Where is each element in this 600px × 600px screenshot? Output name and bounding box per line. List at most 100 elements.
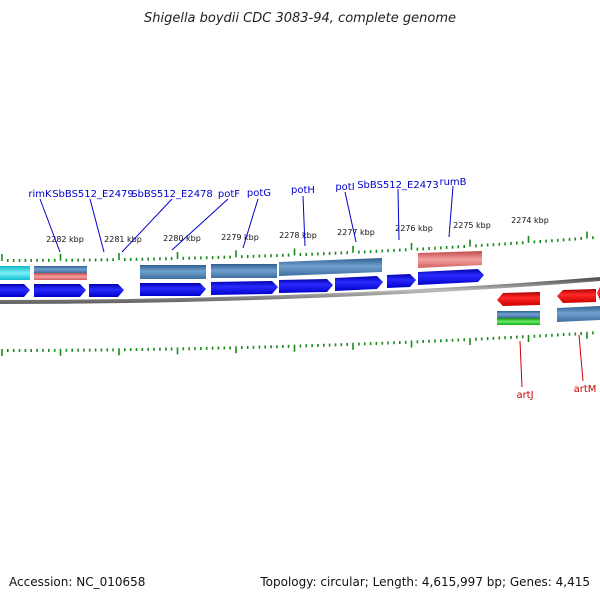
ruler-minor-tick xyxy=(141,257,144,261)
ruler-minor-tick xyxy=(100,258,103,262)
ruler-minor-tick xyxy=(457,245,460,249)
ruler-minor-tick xyxy=(480,243,483,247)
ruler-minor-tick xyxy=(71,348,73,352)
gene-label-potF: potF xyxy=(218,189,240,200)
ruler-minor-tick xyxy=(387,341,389,345)
ruler-major-tick xyxy=(410,340,413,348)
ruler-minor-tick xyxy=(568,237,571,241)
ruler-minor-tick xyxy=(287,253,290,257)
ruler-minor-tick xyxy=(282,345,284,348)
ruler-minor-tick xyxy=(106,258,109,262)
ruler-minor-tick xyxy=(229,346,231,350)
ruler-major-tick xyxy=(586,231,588,239)
ruler-minor-tick xyxy=(153,347,155,351)
ruler-minor-tick xyxy=(346,251,348,255)
gene-arrow-E2473 xyxy=(418,269,484,285)
gene-label-artM: artM xyxy=(574,384,597,395)
bottom-ruler xyxy=(1,331,594,356)
ruler-minor-tick xyxy=(48,348,50,352)
ruler-minor-tick xyxy=(159,257,161,261)
ruler-minor-tick xyxy=(7,349,9,352)
ruler-major-tick xyxy=(293,344,296,352)
ruler-minor-tick xyxy=(393,341,395,345)
ruler-minor-tick xyxy=(592,331,594,335)
gene-arrow-artM xyxy=(557,289,596,303)
artJ-green-band xyxy=(497,318,540,325)
gene-arrow-cyan xyxy=(0,284,30,297)
ruler-minor-tick xyxy=(12,349,15,352)
ruler-minor-tick xyxy=(112,258,114,262)
ruler-minor-tick xyxy=(83,258,85,262)
ruler-minor-tick xyxy=(53,348,56,352)
ruler-minor-tick xyxy=(510,335,512,339)
ruler-minor-tick xyxy=(369,250,372,254)
ruler-major-tick xyxy=(469,338,471,345)
ruler-minor-tick xyxy=(399,248,401,252)
ruler-minor-tick xyxy=(475,244,477,248)
ruler-minor-tick xyxy=(211,346,214,350)
ruler-minor-tick xyxy=(416,340,419,344)
gene-labels-bottom: artJ artM xyxy=(516,384,596,401)
artM-band xyxy=(557,306,600,322)
ruler-minor-tick xyxy=(124,348,126,352)
ruler-minor-tick xyxy=(264,254,266,258)
ruler-minor-tick xyxy=(276,345,278,349)
ruler-minor-tick xyxy=(445,339,448,342)
rimK-rna-band xyxy=(34,273,87,280)
ruler-minor-tick xyxy=(311,344,313,348)
tick-label-2276: 2276 kbp xyxy=(395,224,433,233)
ruler-major-tick xyxy=(118,348,120,356)
tick-label-2282: 2282 kbp xyxy=(46,235,84,244)
ruler-minor-tick xyxy=(129,348,132,352)
ruler-major-tick xyxy=(176,252,179,259)
ruler-major-tick xyxy=(352,245,354,253)
ruler-minor-tick xyxy=(7,259,9,262)
ruler-minor-tick xyxy=(539,240,541,243)
ruler-minor-tick xyxy=(404,340,407,344)
ruler-minor-tick xyxy=(112,348,114,352)
tick-label-2277: 2277 kbp xyxy=(337,228,375,237)
ruler-minor-tick xyxy=(369,342,372,346)
gene-arrow-edge xyxy=(597,287,600,300)
ruler-minor-tick xyxy=(211,256,214,260)
ruler-minor-tick xyxy=(200,256,202,260)
ruler-minor-tick xyxy=(18,349,21,352)
tick-label-2274: 2274 kbp xyxy=(511,216,549,225)
gene-label-potG: potG xyxy=(247,188,271,199)
ruler-minor-tick xyxy=(504,242,506,246)
ruler-minor-tick xyxy=(270,254,272,258)
ruler-minor-tick xyxy=(141,348,144,351)
ruler-major-tick xyxy=(527,235,530,243)
ruler-minor-tick xyxy=(358,342,360,346)
ruler-minor-tick xyxy=(305,252,307,256)
feature-bands xyxy=(0,251,600,325)
ruler-minor-tick xyxy=(241,346,243,350)
potF-band xyxy=(211,264,277,278)
ruler-minor-tick xyxy=(88,348,91,352)
ruler-minor-tick xyxy=(124,258,126,261)
ruler-minor-tick xyxy=(492,336,495,340)
ruler-minor-tick xyxy=(223,346,226,350)
tick-label-2281: 2281 kbp xyxy=(104,235,142,244)
ruler-minor-tick xyxy=(36,258,38,262)
ruler-minor-tick xyxy=(147,257,149,261)
ruler-minor-tick xyxy=(182,256,185,260)
ruler-minor-tick xyxy=(246,255,249,258)
ruler-minor-tick xyxy=(42,258,44,262)
gene-arrow-potI xyxy=(387,274,416,288)
ruler-minor-tick xyxy=(223,255,226,259)
ruler-minor-tick xyxy=(241,255,243,259)
ruler-major-tick xyxy=(118,253,120,261)
ruler-major-tick xyxy=(352,342,354,350)
ruler-major-tick xyxy=(59,253,62,261)
ruler-minor-tick xyxy=(299,344,302,348)
map-title: Shigella boydii CDC 3083-94, complete ge… xyxy=(144,11,456,26)
ruler-minor-tick xyxy=(580,332,582,336)
ruler-minor-tick xyxy=(147,347,149,351)
ruler-minor-tick xyxy=(381,341,384,345)
tick-labels: 2282 kbp 2281 kbp 2280 kbp 2279 kbp 2278… xyxy=(46,216,549,244)
ruler-minor-tick xyxy=(557,333,559,337)
ruler-minor-tick xyxy=(18,259,21,262)
ruler-major-tick xyxy=(586,331,588,339)
